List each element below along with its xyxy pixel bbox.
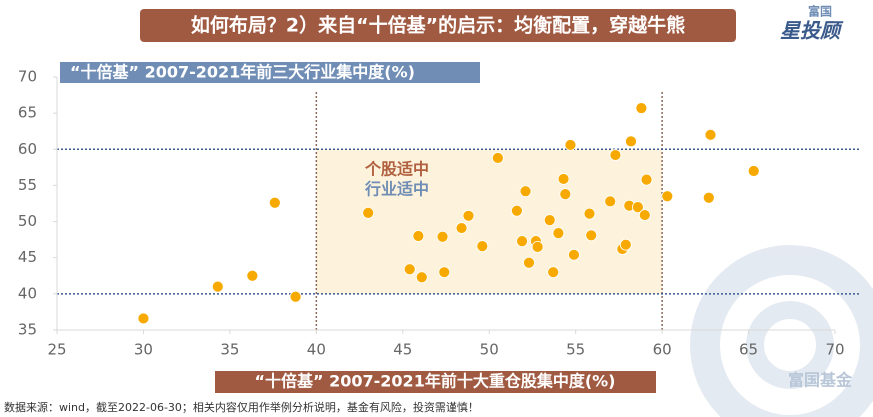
point <box>211 280 224 293</box>
x-tick-label: 50 <box>480 341 499 359</box>
logo-main: 星投顾 <box>780 19 844 43</box>
point <box>362 206 375 219</box>
point <box>436 230 449 243</box>
annotation: 个股适中 <box>364 160 429 179</box>
point <box>704 128 717 141</box>
x-tick-label: 60 <box>653 341 672 359</box>
point <box>559 188 572 201</box>
title: 如何布局？2）来自“十倍基”的启示：均衡配置，穿越牛熊 <box>191 14 685 37</box>
point <box>523 256 535 269</box>
watermark: 富国基金 <box>788 371 853 390</box>
point <box>638 209 651 221</box>
point <box>403 263 416 276</box>
point <box>289 290 302 303</box>
point <box>510 204 523 217</box>
point <box>268 196 281 209</box>
point <box>476 240 489 253</box>
x-tick-label: 70 <box>825 341 844 359</box>
point <box>564 139 577 151</box>
point <box>557 173 570 185</box>
point <box>516 235 528 247</box>
point <box>583 207 596 220</box>
point <box>547 266 560 279</box>
point <box>415 271 428 284</box>
point <box>640 173 653 186</box>
y-tick-label: 35 <box>18 321 37 339</box>
y-tick-label: 50 <box>18 212 37 230</box>
source-note: 数据来源：wind，截至2022-06-30；相关内容仅用作举例分析说明，基金有… <box>4 400 479 414</box>
annotation: 行业适中 <box>364 180 429 199</box>
point <box>609 149 622 161</box>
y-label-box <box>60 62 480 83</box>
point <box>462 209 475 222</box>
plot: 35 40 45 50 55 60 65 70 25 30 35 40 45 50 55 60 65 70 个股适中… <box>18 68 860 359</box>
point <box>543 214 556 227</box>
highlight-region <box>316 149 663 294</box>
x-tick-label: 55 <box>566 341 585 359</box>
point <box>585 229 598 242</box>
point <box>604 195 617 208</box>
title-box <box>140 9 736 42</box>
x-tick-label: 40 <box>307 341 326 359</box>
point <box>661 190 674 203</box>
point <box>702 191 715 204</box>
y-tick-label: 55 <box>18 176 37 194</box>
y-tick-label: 70 <box>18 68 37 86</box>
x-tick-label: 65 <box>739 341 758 359</box>
y-axis-label: “十倍基” 2007-2021年前三大行业集中度(%) <box>70 63 415 82</box>
x-label-box <box>215 371 656 393</box>
point <box>552 227 565 240</box>
x-tick-label: 45 <box>393 341 412 359</box>
logo-top: 富国 <box>808 4 832 19</box>
point <box>491 152 504 164</box>
x-tick-label: 30 <box>134 341 153 359</box>
y-tick-label: 45 <box>18 248 37 266</box>
point <box>137 312 150 325</box>
point <box>519 185 532 198</box>
point <box>747 165 760 177</box>
y-tick-label: 40 <box>18 284 37 302</box>
point <box>246 269 259 282</box>
point <box>455 222 468 234</box>
point <box>412 230 425 242</box>
point <box>531 240 544 253</box>
x-axis-label: “十倍基” 2007-2021年前十大重仓股集中度(%) <box>255 372 616 391</box>
x-tick-label: 25 <box>47 341 66 359</box>
point <box>635 102 648 114</box>
y-tick-label: 60 <box>18 140 37 158</box>
point <box>625 135 637 148</box>
x-tick-label: 35 <box>220 341 239 359</box>
y-tick-label: 65 <box>18 104 37 122</box>
point <box>632 201 644 214</box>
point <box>619 238 632 251</box>
point <box>438 266 451 279</box>
watermark-logo <box>690 245 873 417</box>
point <box>568 248 580 261</box>
